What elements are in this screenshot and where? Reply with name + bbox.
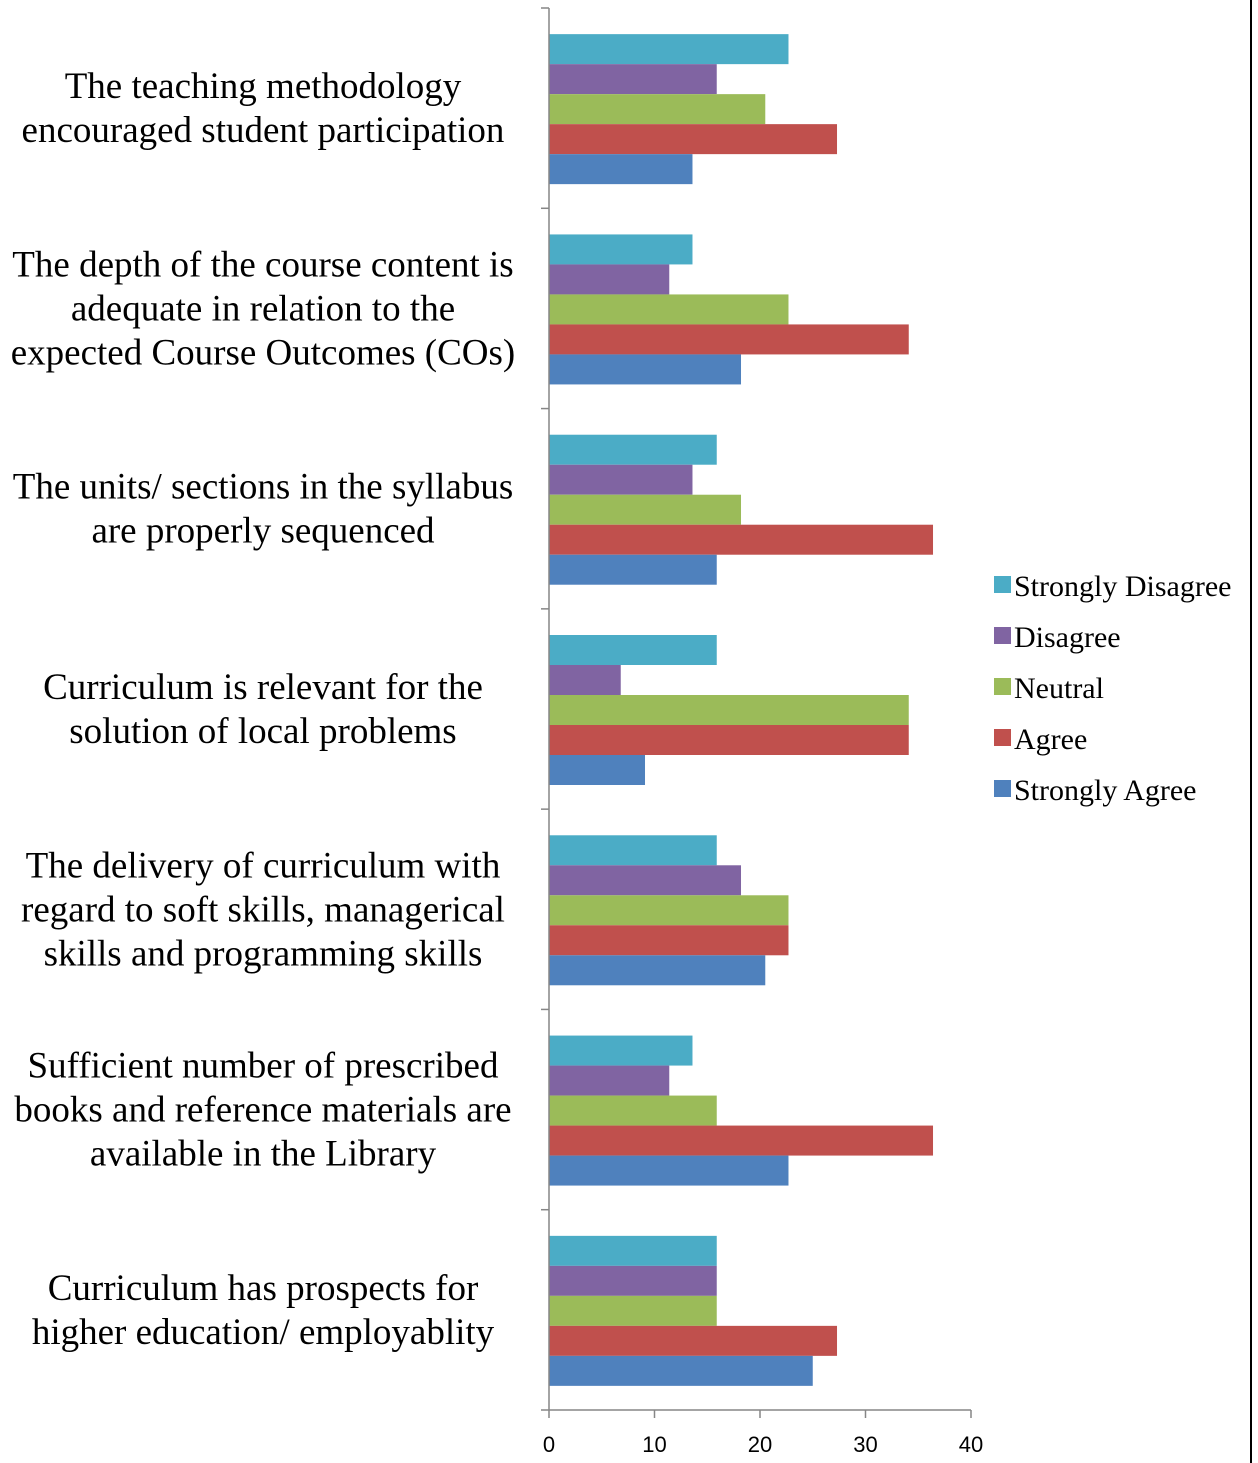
- bar-neutral-6: [549, 1095, 717, 1126]
- legend-swatch-disagree: [994, 627, 1011, 644]
- legend-swatch-neutral: [994, 678, 1011, 695]
- category-label-line: regard to soft skills, managerical: [21, 889, 505, 930]
- category-label-3: The units/ sections in the syllabus are p…: [13, 467, 513, 552]
- legend-label-strongly-agree: Strongly Agree: [1014, 774, 1196, 807]
- bar-strongly-agree-3: [549, 554, 717, 585]
- category-label-4: Curriculum is relevant for the solution o…: [43, 667, 483, 752]
- category-label-line: available in the Library: [90, 1134, 437, 1175]
- category-label-line: encouraged student participation: [22, 110, 505, 151]
- category-labels: The teaching methodology encouraged stude…: [11, 66, 516, 1353]
- category-label-line: Curriculum is relevant for the: [43, 667, 483, 708]
- bar-strongly-disagree-7: [549, 1235, 717, 1266]
- bar-neutral-4: [549, 695, 909, 725]
- bar-neutral-2: [549, 294, 789, 325]
- bar-strongly-disagree-3: [549, 434, 717, 465]
- legend-label-agree: Agree: [1014, 723, 1087, 756]
- bars: [549, 34, 934, 1386]
- category-label-line: expected Course Outcomes (COs): [11, 332, 516, 373]
- bar-strongly-agree-6: [549, 1155, 789, 1186]
- bar-disagree-4: [549, 665, 621, 695]
- x-tick-label: 30: [853, 1432, 877, 1457]
- legend-swatch-strongly-agree: [994, 780, 1011, 797]
- bar-strongly-agree-4: [549, 755, 646, 785]
- legend-swatch-strongly-disagree: [994, 576, 1011, 593]
- category-label-line: higher education/ employablity: [32, 1312, 495, 1353]
- bar-disagree-2: [549, 264, 670, 295]
- x-tick-label: 10: [642, 1432, 666, 1457]
- legend-label-neutral: Neutral: [1014, 672, 1104, 705]
- category-label-line: adequate in relation to the: [71, 288, 455, 329]
- category-label-line: The delivery of curriculum with: [26, 845, 501, 886]
- bar-strongly-disagree-5: [549, 835, 717, 866]
- bar-neutral-7: [549, 1295, 717, 1326]
- bar-agree-5: [549, 925, 789, 956]
- x-tick-label: 40: [959, 1432, 983, 1457]
- bar-agree-1: [549, 124, 838, 155]
- legend-label-disagree: Disagree: [1014, 621, 1121, 654]
- category-label-7: Curriculum has prospects for higher educa…: [32, 1268, 495, 1353]
- bar-strongly-agree-2: [549, 354, 742, 385]
- category-label-5: The delivery of curriculum with regard to…: [21, 845, 505, 974]
- bar-neutral-5: [549, 895, 789, 926]
- bar-disagree-3: [549, 464, 693, 495]
- legend-label-strongly-disagree: Strongly Disagree: [1014, 570, 1231, 603]
- bar-agree-3: [549, 524, 934, 555]
- category-label-line: are properly sequenced: [91, 511, 435, 552]
- bar-disagree-7: [549, 1265, 717, 1296]
- bar-strongly-agree-1: [549, 154, 693, 185]
- bar-strongly-agree-7: [549, 1355, 813, 1386]
- x-tick-label: 0: [543, 1432, 555, 1457]
- bar-neutral-3: [549, 494, 742, 525]
- bar-agree-4: [549, 725, 909, 755]
- legend: Strongly Disagree Disagree Neutral Agree Str…: [994, 570, 1231, 807]
- category-label-line: The teaching methodology: [65, 66, 462, 107]
- category-label-line: The depth of the course content is: [12, 244, 513, 285]
- ticks: 0 10 20 30 40: [541, 7, 983, 1457]
- category-label-line: books and reference materials are: [14, 1090, 511, 1131]
- bar-agree-2: [549, 324, 909, 355]
- bar-strongly-disagree-4: [549, 635, 717, 665]
- category-label-line: Curriculum has prospects for: [48, 1268, 479, 1309]
- bar-strongly-disagree-6: [549, 1035, 693, 1066]
- category-label-1: The teaching methodology encouraged stude…: [22, 66, 505, 151]
- bar-disagree-1: [549, 64, 717, 95]
- bar-agree-6: [549, 1125, 934, 1156]
- bar-neutral-1: [549, 94, 766, 125]
- bar-strongly-disagree-1: [549, 34, 789, 65]
- bar-disagree-5: [549, 865, 742, 896]
- category-label-line: Sufficient number of prescribed: [28, 1046, 499, 1087]
- bar-strongly-agree-5: [549, 955, 766, 986]
- x-tick-label: 20: [748, 1432, 772, 1457]
- legend-swatch-agree: [994, 729, 1011, 746]
- category-label-line: solution of local problems: [69, 711, 456, 752]
- category-label-line: skills and programming skills: [44, 933, 483, 974]
- category-label-line: The units/ sections in the syllabus: [13, 467, 513, 508]
- bar-agree-7: [549, 1325, 838, 1356]
- category-label-6: Sufficient number of prescribed books and…: [14, 1046, 511, 1175]
- bar-strongly-disagree-2: [549, 234, 693, 265]
- bar-disagree-6: [549, 1065, 670, 1096]
- category-label-2: The depth of the course content is adequa…: [11, 244, 516, 373]
